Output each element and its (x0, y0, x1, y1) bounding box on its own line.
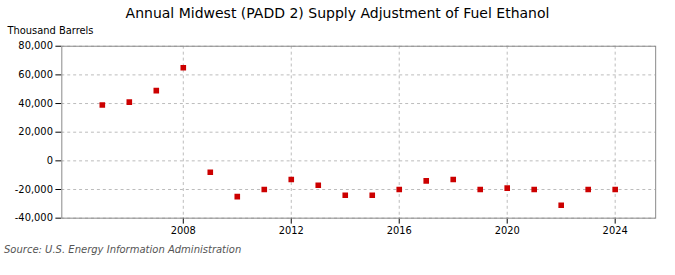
svg-text:80,000: 80,000 (18, 40, 53, 51)
html-text:Source: U.S. Energy Informatio: Source: U.S. Energy Information Administ… (4, 244, 242, 256)
svg-text:60,000: 60,000 (18, 69, 53, 80)
svg-text:2012: 2012 (279, 225, 304, 236)
svg-text:2008: 2008 (171, 225, 196, 236)
svg-text:-20,000: -20,000 (15, 184, 53, 195)
svg-text:Thousand Barrels: Thousand Barrels (6, 25, 93, 36)
svg-text:0: 0 (47, 155, 53, 166)
svg-text:40,000: 40,000 (18, 98, 53, 109)
html-text:Annual Midwest (PADD 2) Supply: Annual Midwest (PADD 2) Supply Adjustmen… (125, 5, 550, 21)
svg-text:-40,000: -40,000 (15, 212, 53, 223)
svg-text:20,000: 20,000 (18, 126, 53, 137)
svg-text:2020: 2020 (495, 225, 520, 236)
svg-text:2024: 2024 (603, 225, 628, 236)
svg-text:2016: 2016 (387, 225, 412, 236)
